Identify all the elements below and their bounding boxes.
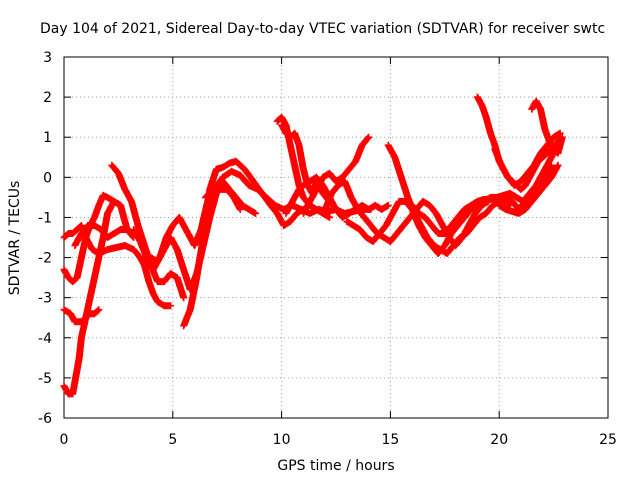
y-tick-label: -2 [38, 251, 52, 267]
x-tick-label: 5 [168, 432, 177, 448]
data-point-markers [299, 133, 373, 217]
series-trace-6 [71, 222, 138, 249]
x-tick-label: 10 [273, 432, 291, 448]
y-axis-label: SDTVAR / TECUs [7, 181, 23, 296]
x-axis-label: GPS time / hours [277, 458, 394, 474]
y-tick-label: 1 [43, 130, 52, 146]
series-trace-1 [60, 197, 125, 398]
series-trace-21 [528, 97, 566, 157]
axis-ticks: 0 5 10 15 20 25 -6 -5 -4 -3 -2 -1 0 1 2 3 [38, 50, 617, 448]
data-point-markers [130, 185, 244, 274]
series-trace-18 [408, 137, 564, 237]
series-trace-22 [495, 161, 562, 217]
data-point-markers [408, 137, 564, 237]
series-trace-17 [384, 141, 555, 257]
y-tick-label: 0 [43, 170, 52, 186]
y-tick-label: -5 [38, 371, 52, 387]
y-tick-label: -3 [38, 291, 52, 307]
data-marks [60, 93, 566, 398]
data-point-markers [60, 222, 175, 310]
y-tick-label: 2 [43, 90, 52, 106]
y-tick-label: -1 [38, 210, 52, 226]
data-point-markers [384, 141, 555, 257]
y-tick-label: -4 [38, 331, 52, 347]
y-tick-label: 3 [43, 50, 52, 66]
series-trace-14 [299, 133, 373, 217]
series-trace-4 [60, 222, 175, 310]
series-trace-3 [60, 306, 103, 326]
data-point-markers [60, 306, 103, 326]
series-trace-7 [130, 185, 244, 274]
data-point-markers [495, 161, 562, 217]
x-tick-label: 15 [381, 432, 399, 448]
data-point-markers [71, 222, 138, 249]
x-tick-label: 0 [60, 432, 69, 448]
grid-lines [64, 57, 608, 418]
plot-frame [63, 56, 609, 419]
data-point-markers [60, 197, 125, 398]
y-tick-label: -6 [38, 411, 52, 427]
x-tick-label: 25 [599, 432, 617, 448]
chart-title: Day 104 of 2021, Sidereal Day-to-day VTE… [40, 21, 605, 37]
data-point-markers [528, 97, 566, 157]
x-tick-label: 20 [490, 432, 508, 448]
